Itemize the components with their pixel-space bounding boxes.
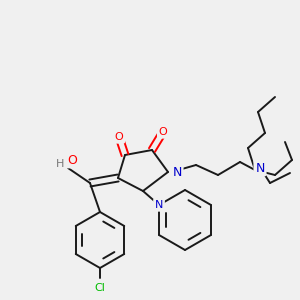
Text: O: O (159, 127, 167, 137)
Text: N: N (255, 161, 265, 175)
Text: Cl: Cl (94, 283, 105, 293)
Text: N: N (155, 200, 163, 210)
Text: O: O (115, 132, 123, 142)
Text: O: O (67, 154, 77, 166)
Text: H: H (56, 159, 64, 169)
Text: N: N (172, 166, 182, 178)
